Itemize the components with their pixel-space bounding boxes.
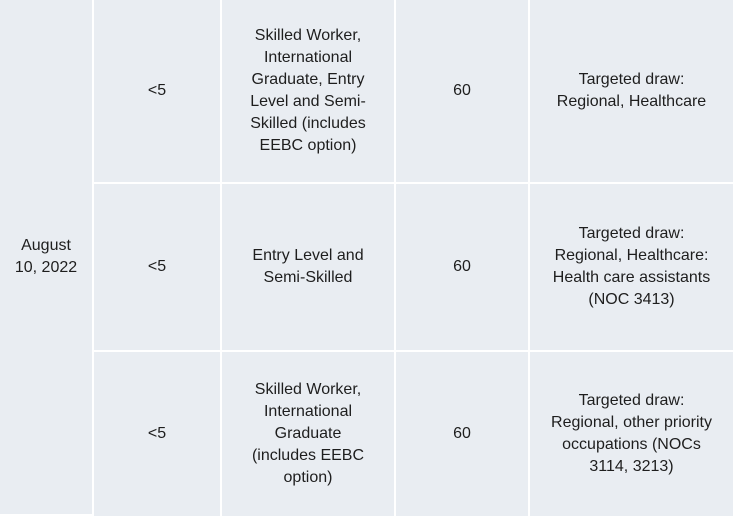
score-value: <5: [147, 82, 167, 99]
invitations-value: 60: [453, 82, 471, 99]
invitations-cell: 60: [396, 0, 530, 184]
draw-date: August 10, 2022: [14, 237, 78, 276]
table-row: <5 Skilled Worker, International Graduat…: [0, 352, 733, 516]
score-cell: <5: [94, 352, 222, 516]
notes-value: Targeted draw: Regional, other priority …: [551, 392, 712, 475]
stream-cell: Skilled Worker, International Graduate (…: [222, 352, 396, 516]
notes-value: Targeted draw: Regional, Healthcare: Hea…: [552, 225, 711, 308]
score-value: <5: [147, 425, 167, 442]
stream-value: Entry Level and Semi-Skilled: [252, 247, 364, 286]
invitations-cell: 60: [396, 184, 530, 352]
score-cell: <5: [94, 184, 222, 352]
invitations-cell: 60: [396, 352, 530, 516]
stream-value: Skilled Worker, International Graduate, …: [250, 27, 366, 154]
stream-value: Skilled Worker, International Graduate (…: [251, 381, 365, 486]
notes-cell: Targeted draw: Regional, Healthcare: [530, 0, 733, 184]
draw-date-cell: August 10, 2022: [0, 0, 94, 516]
stream-cell: Skilled Worker, International Graduate, …: [222, 0, 396, 184]
notes-cell: Targeted draw: Regional, other priority …: [530, 352, 733, 516]
invitations-value: 60: [453, 425, 471, 442]
table-row: <5 Entry Level and Semi-Skilled 60 Targe…: [0, 184, 733, 352]
notes-value: Targeted draw: Regional, Healthcare: [556, 71, 707, 110]
stream-cell: Entry Level and Semi-Skilled: [222, 184, 396, 352]
score-value: <5: [147, 258, 167, 275]
score-cell: <5: [94, 0, 222, 184]
notes-cell: Targeted draw: Regional, Healthcare: Hea…: [530, 184, 733, 352]
invitations-value: 60: [453, 258, 471, 275]
